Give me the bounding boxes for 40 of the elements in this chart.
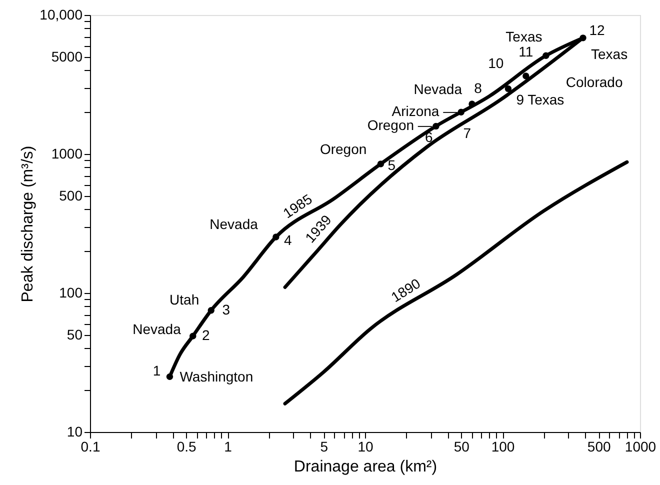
annotation: 2 [202,327,210,344]
x-tick-label: 0.1 [80,438,100,454]
y-tick-label: 10 [66,424,83,440]
x-tick-label: 100 [491,438,515,454]
y-axis-title: Peak discharge (m³/s) [20,146,37,302]
y-tick-label: 100 [59,284,83,300]
annotation: Utah [170,291,200,308]
annotation: 3 [222,301,230,318]
annotation: 10 [488,55,504,72]
y-tick-label: 500 [59,187,83,204]
annotation: Arizona — [392,103,458,120]
annotation: 4 [284,232,292,248]
annotation: Colorado [566,74,623,90]
annotation: Oregon [320,140,367,157]
annotation: Texas [591,46,628,62]
x-axis-title: Drainage area (km²) [294,458,438,476]
annotation: Washington [180,368,254,385]
x-tick-label: 0.5 [176,438,197,454]
annotation: Nevada [210,216,258,232]
annotation: 8 [474,80,482,96]
annotation: 12 [589,22,605,38]
x-tick-label: 5 [320,438,328,454]
y-tick-label: 10,000 [40,6,83,22]
annotation: 9 Texas [516,92,564,108]
y-tick-label: 5000 [51,48,83,64]
annotation: 5 [388,156,396,173]
x-tick-label: 500 [587,438,611,454]
x-tick-label: 1000 [624,438,656,454]
annotation: 11 [518,44,534,60]
annotation: 7 [463,125,472,142]
y-tick-label: 1000 [51,146,83,162]
x-tick-label: 1 [224,438,232,454]
annotation: Texas [506,28,542,45]
annotation: Nevada [414,80,462,97]
y-tick-label: 50 [66,326,83,342]
x-tick-label: 50 [454,438,470,454]
x-tick-label: 10 [358,438,374,454]
annotation: 1 [152,362,161,379]
text: 1890 [388,274,424,306]
annotation: Nevada [132,321,182,338]
